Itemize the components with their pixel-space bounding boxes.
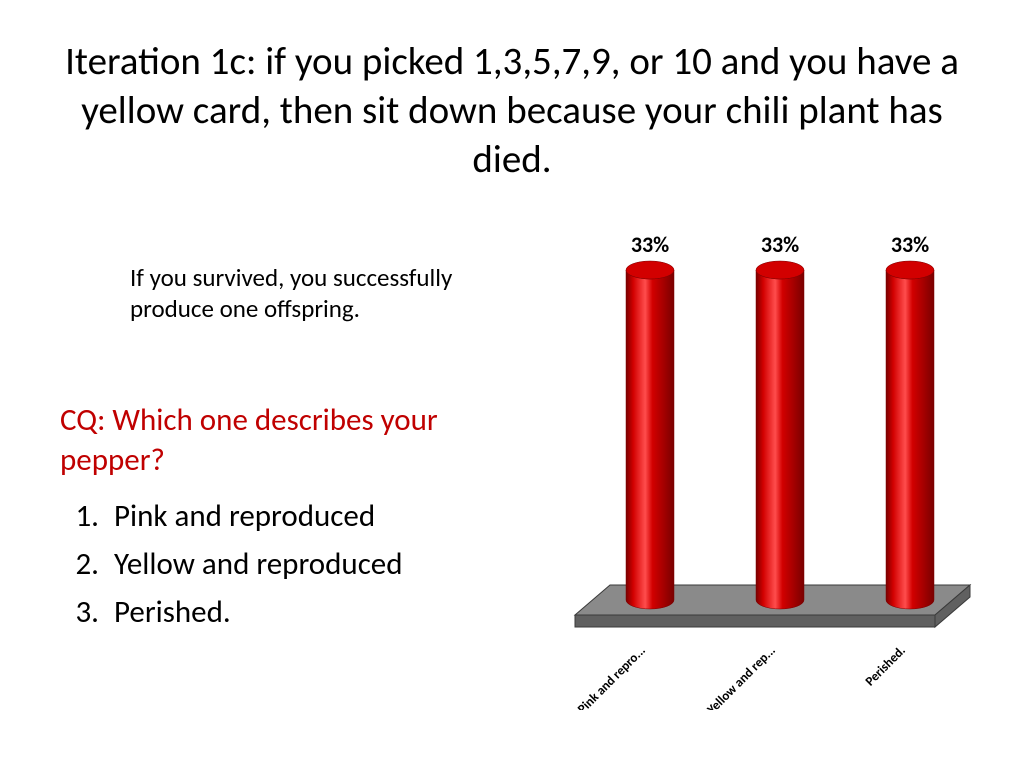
poll-chart: 33% Pink and repro... 33% Yellow and rep...… [540, 230, 980, 710]
option-1: Pink and reproduced [106, 492, 403, 540]
clicker-question: CQ: Which one describes your pepper? [60, 400, 460, 481]
option-3: Perished. [106, 588, 403, 636]
svg-text:Yellow and rep...: Yellow and rep... [704, 643, 779, 710]
svg-text:Perished.: Perished. [863, 643, 909, 689]
svg-text:Pink and repro...: Pink and repro... [575, 643, 649, 710]
svg-text:33%: 33% [761, 231, 799, 258]
option-2: Yellow and reproduced [106, 540, 403, 588]
svg-text:33%: 33% [631, 231, 669, 258]
slide-subtitle: If you survived, you successfully produc… [130, 262, 530, 325]
svg-text:33%: 33% [891, 231, 929, 258]
slide-title: Iteration 1c: if you picked 1,3,5,7,9, o… [0, 0, 1024, 184]
answer-options: Pink and reproduced Yellow and reproduce… [60, 492, 403, 636]
